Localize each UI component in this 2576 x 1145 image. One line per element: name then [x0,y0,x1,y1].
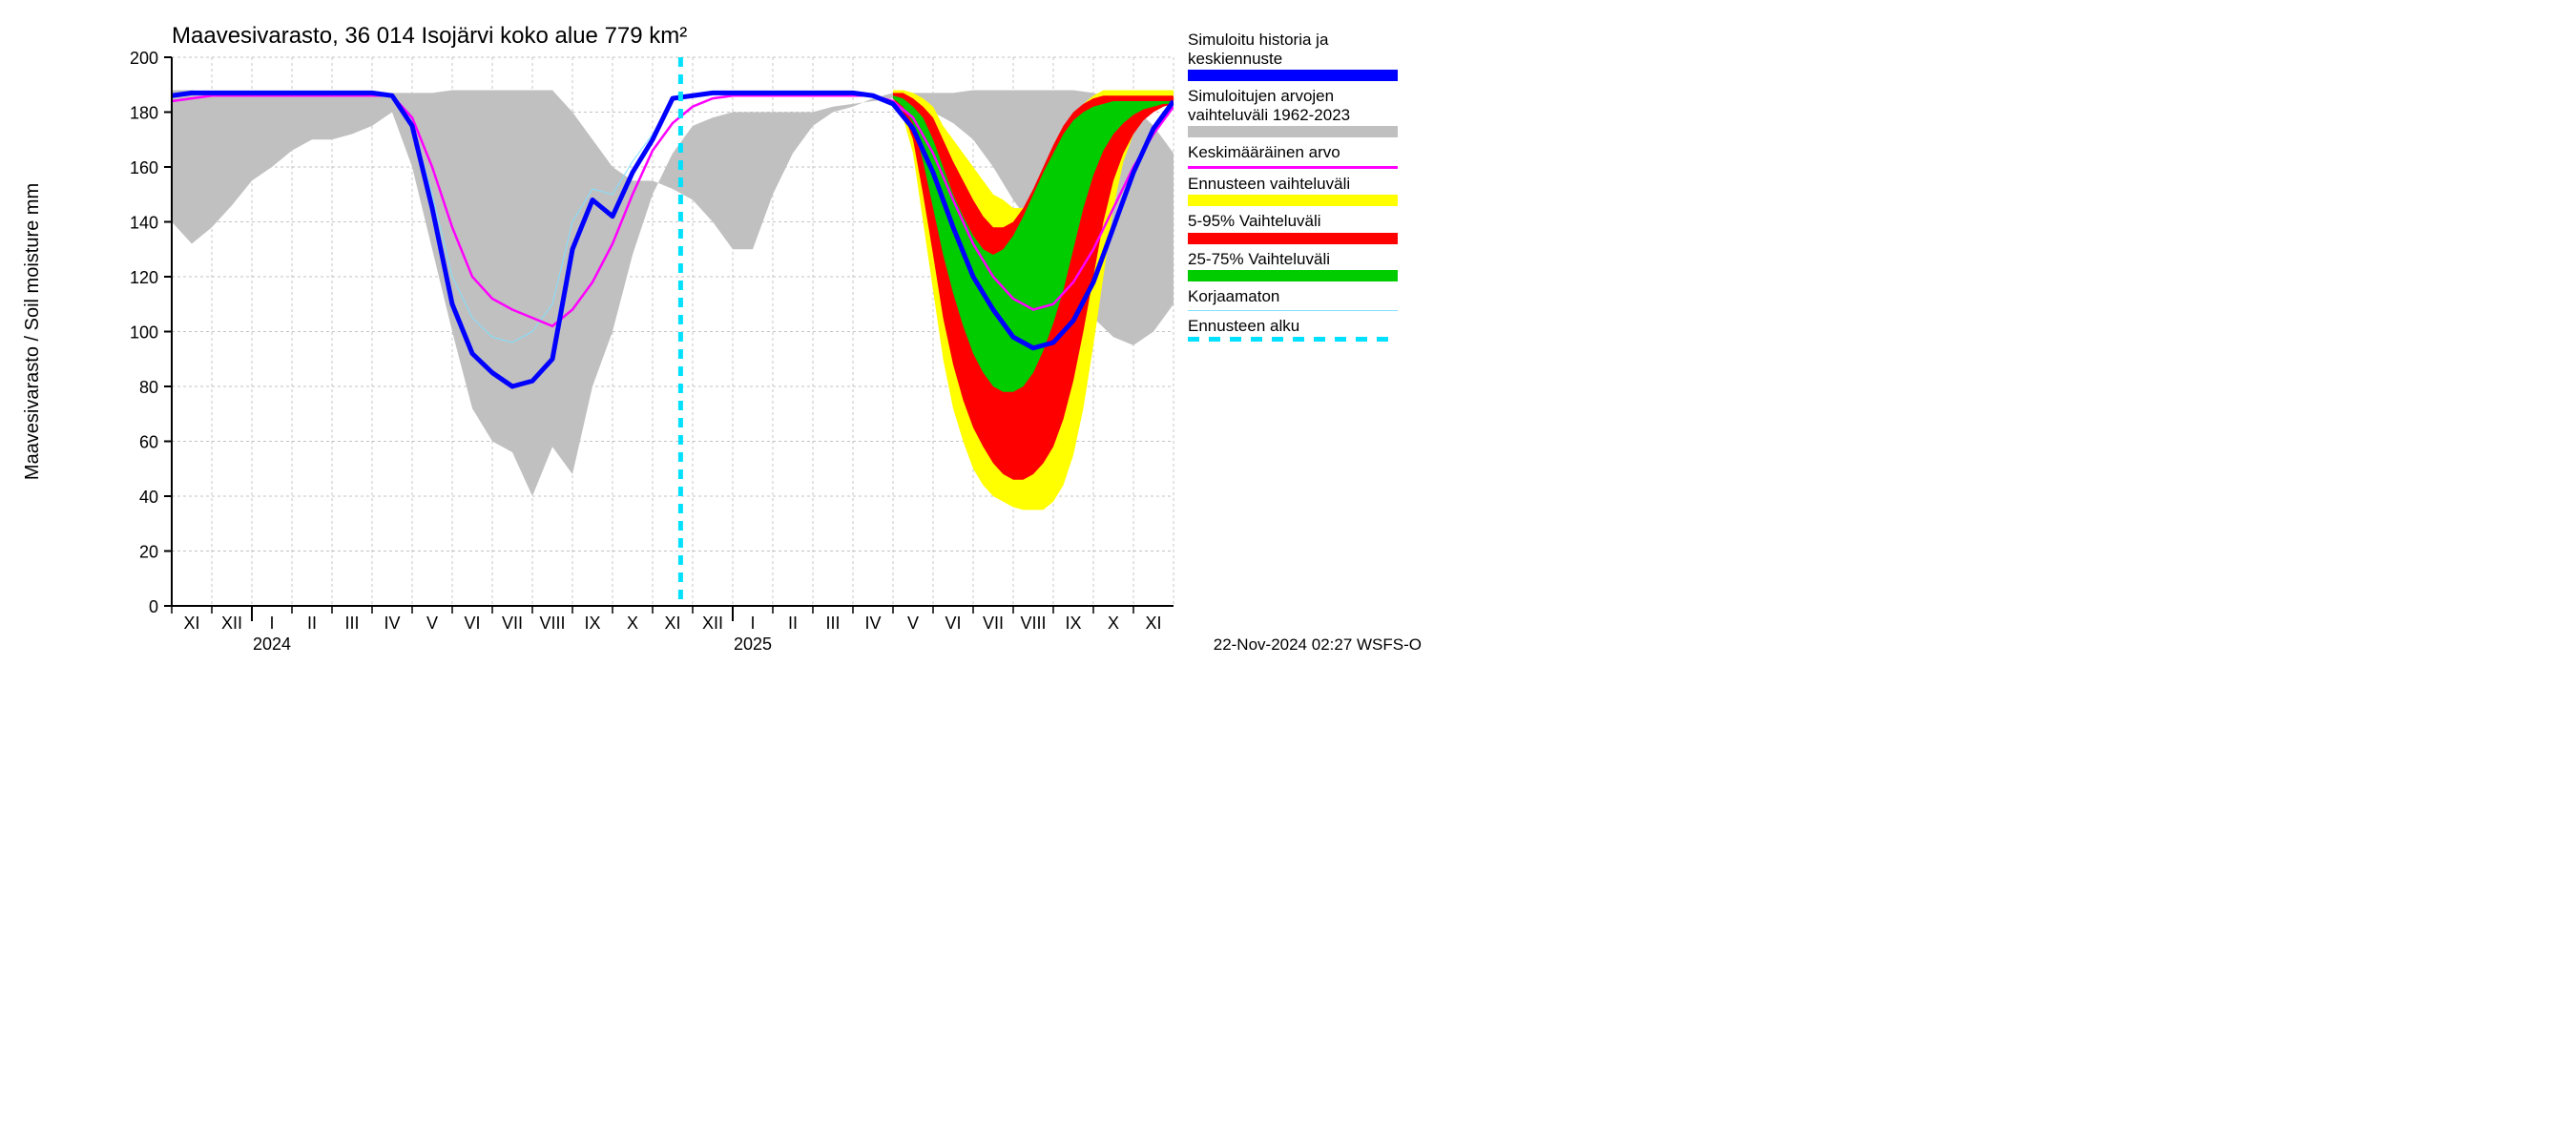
chart-container: 020406080100120140160180200XIXIIIIIIIIIV… [0,0,1431,668]
svg-text:Maavesivarasto / Soil moisture: Maavesivarasto / Soil moisture mm [22,183,43,480]
legend-label: Ennusteen vaihteluväli [1188,175,1398,194]
svg-text:VIII: VIII [1020,614,1046,633]
legend-item: 25-75% Vaihteluväli [1188,250,1398,282]
svg-text:2025: 2025 [734,635,772,654]
svg-text:Maavesivarasto, 36 014 Isojärv: Maavesivarasto, 36 014 Isojärvi koko alu… [172,23,687,49]
svg-text:200: 200 [130,49,158,68]
svg-text:X: X [1108,614,1119,633]
legend-swatch [1188,233,1398,244]
svg-text:VI: VI [945,614,961,633]
svg-text:IX: IX [1065,614,1081,633]
svg-text:VII: VII [983,614,1004,633]
svg-text:2024: 2024 [253,635,291,654]
svg-text:III: III [825,614,840,633]
svg-text:120: 120 [130,268,158,287]
svg-text:IX: IX [584,614,600,633]
svg-text:100: 100 [130,323,158,343]
legend-item: Simuloitujen arvojenvaihteluväli 1962-20… [1188,87,1398,137]
legend-swatch [1188,166,1398,169]
svg-text:160: 160 [130,158,158,177]
legend-label: 25-75% Vaihteluväli [1188,250,1398,269]
svg-text:XI: XI [664,614,680,633]
legend-swatch [1188,270,1398,281]
svg-text:IV: IV [384,614,400,633]
legend: Simuloitu historia jakeskiennusteSimuloi… [1188,31,1398,347]
legend-item: Korjaamaton [1188,287,1398,311]
svg-text:XI: XI [1145,614,1161,633]
legend-item: Simuloitu historia jakeskiennuste [1188,31,1398,81]
svg-text:XII: XII [221,614,242,633]
svg-text:22-Nov-2024 02:27 WSFS-O: 22-Nov-2024 02:27 WSFS-O [1214,635,1422,654]
svg-text:III: III [344,614,359,633]
svg-text:V: V [907,614,919,633]
svg-text:VI: VI [464,614,480,633]
legend-label: keskiennuste [1188,50,1398,69]
svg-text:20: 20 [139,543,158,562]
legend-label: Ennusteen alku [1188,317,1398,336]
legend-item: Ennusteen alku [1188,317,1398,343]
legend-item: 5-95% Vaihteluväli [1188,212,1398,244]
svg-text:140: 140 [130,214,158,233]
svg-text:XII: XII [702,614,723,633]
legend-label: Simuloitu historia ja [1188,31,1398,50]
legend-swatch [1188,310,1398,311]
legend-label: Simuloitujen arvojen [1188,87,1398,106]
svg-text:60: 60 [139,433,158,452]
svg-text:I: I [269,614,274,633]
legend-label: Korjaamaton [1188,287,1398,306]
legend-item: Keskimääräinen arvo [1188,143,1398,169]
svg-text:XI: XI [183,614,199,633]
legend-swatch [1188,70,1398,81]
svg-text:40: 40 [139,488,158,507]
legend-swatch [1188,195,1398,206]
svg-text:IV: IV [864,614,881,633]
legend-swatch [1188,337,1398,342]
svg-text:II: II [788,614,798,633]
svg-text:II: II [307,614,317,633]
svg-text:I: I [750,614,755,633]
legend-swatch [1188,126,1398,137]
legend-label: 5-95% Vaihteluväli [1188,212,1398,231]
svg-text:VIII: VIII [539,614,565,633]
svg-text:80: 80 [139,378,158,397]
svg-text:180: 180 [130,104,158,123]
svg-text:VII: VII [502,614,523,633]
svg-text:X: X [627,614,638,633]
legend-item: Ennusteen vaihteluväli [1188,175,1398,207]
legend-label: Keskimääräinen arvo [1188,143,1398,162]
legend-label: vaihteluväli 1962-2023 [1188,106,1398,125]
svg-text:0: 0 [149,597,158,616]
svg-text:V: V [426,614,438,633]
